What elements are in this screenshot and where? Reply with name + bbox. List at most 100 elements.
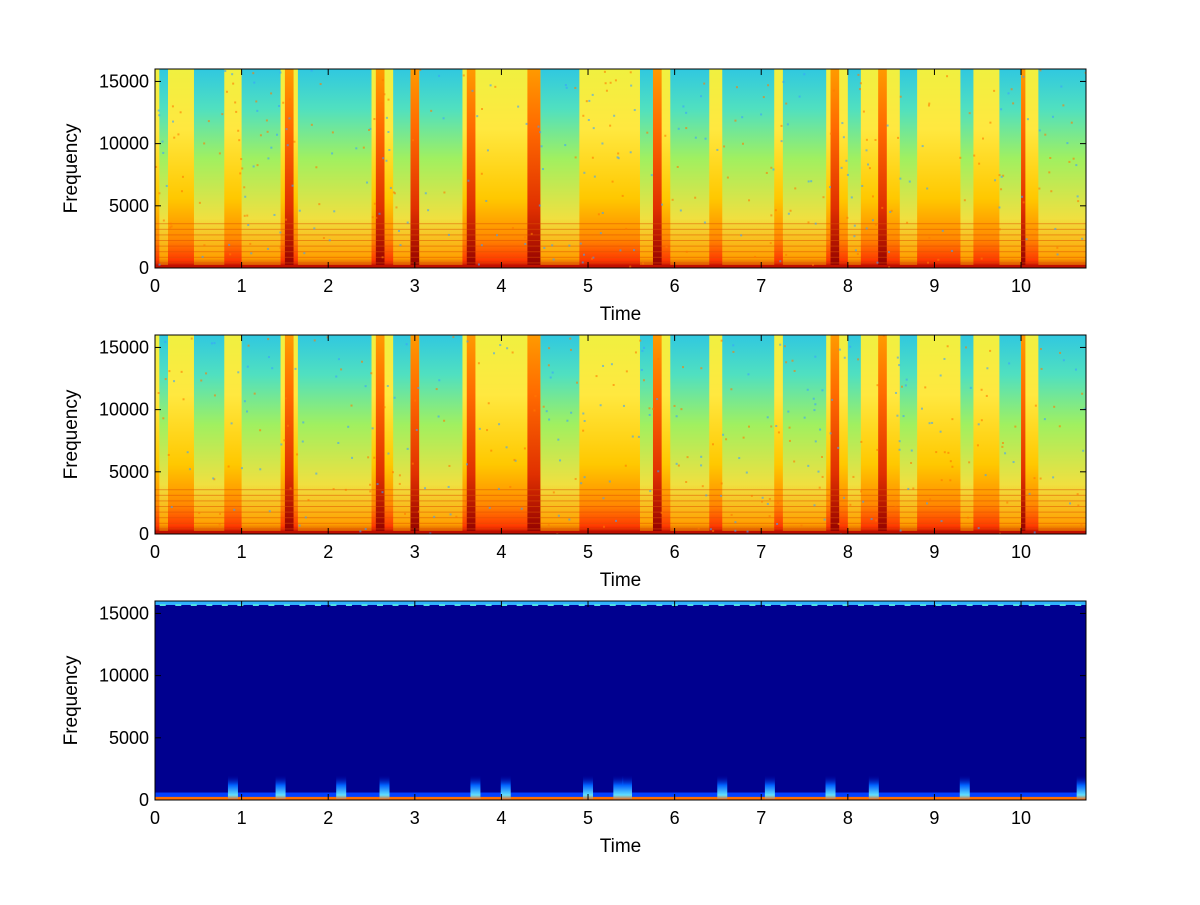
speckle [542, 405, 545, 408]
speckle [867, 163, 870, 166]
speckle [712, 529, 715, 532]
speckle [720, 339, 723, 342]
speckle [701, 485, 704, 488]
speckle [643, 346, 646, 349]
speckle [268, 510, 271, 513]
top-band-dot [299, 604, 306, 606]
spectrogram-panel-3: 0 1 2 3 4 5 6 7 8 9 10 0 5000 10000 15000 Time Frequency [61, 600, 1087, 857]
speckle [831, 398, 834, 401]
x-tick-label: 7 [756, 808, 766, 828]
speckle [227, 465, 230, 468]
speckle [927, 261, 930, 264]
quiet-segment-5 [419, 335, 463, 534]
speckle [856, 252, 859, 255]
speckle [767, 84, 770, 87]
speckle [406, 221, 409, 224]
speckle [597, 213, 600, 216]
speckle [369, 483, 372, 486]
speckle [1062, 104, 1065, 107]
speckle [750, 494, 753, 497]
harmonic-line [155, 528, 1086, 530]
speckle [1014, 425, 1017, 428]
speckle [1001, 442, 1004, 445]
speckle [694, 136, 697, 139]
speckle [874, 223, 877, 226]
x-tick-label: 4 [496, 542, 506, 562]
speckle [985, 394, 988, 397]
speckle [511, 227, 514, 230]
speckle [280, 443, 283, 446]
speckle [1074, 368, 1077, 371]
x-tick-label: 8 [843, 542, 853, 562]
speckle [1022, 201, 1025, 204]
top-band-dot [718, 604, 725, 606]
speckle [899, 177, 902, 180]
speckle [442, 117, 445, 120]
speckle [237, 129, 240, 132]
speckle [1012, 102, 1015, 105]
speckle [823, 518, 826, 521]
top-band-dot [361, 604, 368, 606]
speckle [920, 407, 923, 410]
top-band-dot [920, 604, 927, 606]
speckle [603, 525, 606, 528]
speckle [853, 235, 856, 238]
speckle [619, 249, 622, 252]
speckle [283, 439, 286, 442]
harmonic-line [155, 511, 1086, 513]
speckle [158, 263, 161, 266]
speckle [762, 96, 765, 99]
axes-frame [154, 68, 1087, 269]
speckle [770, 425, 773, 428]
speckle [551, 244, 554, 247]
speckle [270, 92, 273, 95]
loud-segment-6 [830, 69, 840, 268]
speckle [871, 195, 874, 198]
speckle [180, 370, 183, 373]
speckle [685, 111, 688, 114]
speckle [486, 429, 489, 432]
speckle [734, 119, 737, 122]
speckle [218, 152, 221, 155]
speckle [225, 90, 228, 93]
speckle [937, 258, 940, 261]
speckle [574, 156, 577, 159]
quiet-segment-0 [159, 69, 168, 268]
speckle [946, 345, 949, 348]
top-band-dot [811, 604, 818, 606]
x-tick-label: 3 [410, 276, 420, 296]
speckle [787, 212, 790, 215]
speckle [1084, 71, 1086, 74]
speckle [780, 124, 783, 127]
quiet-segment-8 [670, 335, 710, 534]
x-tick-label: 3 [410, 542, 420, 562]
speckle [813, 409, 816, 412]
speckle [998, 228, 1001, 231]
speckle [621, 194, 624, 197]
top-band-dot [175, 604, 182, 606]
speckle [1021, 195, 1024, 198]
speckle [164, 378, 167, 381]
speckle [304, 516, 307, 519]
burst-13 [959, 775, 970, 800]
speckle [219, 526, 222, 529]
speckle [685, 250, 688, 253]
speckle [538, 204, 541, 207]
speckle [779, 343, 782, 346]
speckle [704, 137, 707, 140]
speckle [819, 428, 822, 431]
speckle [580, 482, 583, 485]
speckle [604, 82, 607, 85]
speckle [313, 227, 316, 230]
speckle [570, 411, 573, 414]
quiet-segment-3 [297, 69, 372, 268]
speckle [344, 488, 347, 491]
speckle [1081, 392, 1084, 395]
loud-segment-8 [1021, 335, 1026, 534]
harmonic-line [155, 223, 1086, 225]
speckle [213, 394, 216, 397]
speckle [1081, 237, 1084, 240]
quiet-segment-9 [722, 69, 775, 268]
speckle [404, 512, 407, 515]
burst-6 [583, 775, 594, 800]
